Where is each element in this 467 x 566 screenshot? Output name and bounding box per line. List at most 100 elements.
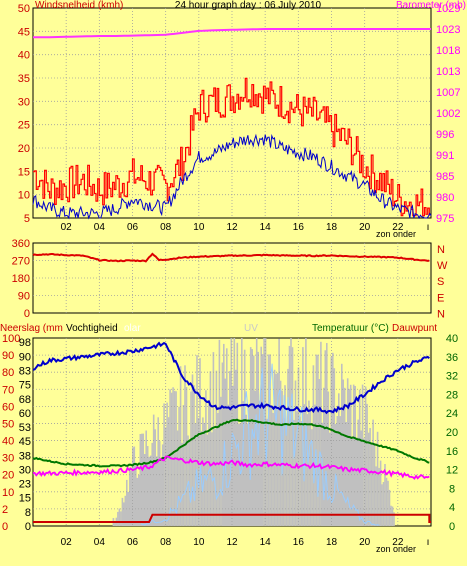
solar-bar xyxy=(130,470,133,526)
x-tick-label: 08 xyxy=(160,537,172,548)
solar-bar xyxy=(369,428,371,526)
solar-bar xyxy=(220,396,222,526)
x-end-tick: ı xyxy=(427,222,430,233)
solar-bar xyxy=(132,447,134,526)
humidity-tick-label: 90 xyxy=(19,351,31,363)
solar-bar xyxy=(160,460,162,526)
x-tick-label: 20 xyxy=(359,222,371,233)
solar-bar xyxy=(355,437,358,526)
solar-bar xyxy=(333,368,336,526)
x-tick-label: 18 xyxy=(326,537,338,548)
solar-bar xyxy=(261,354,264,526)
wind-tick-label: 20 xyxy=(18,143,30,155)
solar-bar xyxy=(263,338,265,526)
solar-series xyxy=(112,338,395,526)
solar-bar xyxy=(245,414,247,526)
x-tick-label: 16 xyxy=(293,222,305,233)
solar-bar xyxy=(306,414,309,526)
x-tick-label: 10 xyxy=(193,537,205,548)
solar-bar xyxy=(288,345,291,526)
solar-bar xyxy=(375,466,377,526)
solar-bar xyxy=(136,477,139,526)
solar-bar xyxy=(167,417,170,526)
solar-bar xyxy=(249,347,252,526)
temperature-tick-label: 40 xyxy=(446,333,458,345)
x-tick-label: 16 xyxy=(293,537,305,548)
solar-bar xyxy=(229,371,231,526)
barometer-tick-label: 1023 xyxy=(436,24,460,36)
solar-bar xyxy=(358,389,361,526)
solar-bar xyxy=(157,417,159,526)
rain-tick-label: 80 xyxy=(2,367,14,379)
solar-bar xyxy=(376,431,379,526)
x-tick-label: 10 xyxy=(193,222,205,233)
solar-bar xyxy=(236,342,239,526)
solar-bar xyxy=(343,387,346,526)
solar-bar xyxy=(141,433,143,526)
solar-bar xyxy=(145,430,147,526)
solar-bar xyxy=(127,491,130,526)
solar-bar xyxy=(120,511,122,526)
rain-tick-label: 100 xyxy=(2,333,20,345)
temperature-tick-label: 36 xyxy=(446,352,458,364)
solar-bar xyxy=(149,455,152,526)
solar-bar xyxy=(291,347,294,526)
solar-bar xyxy=(312,365,315,526)
x-tick-label: 14 xyxy=(260,222,272,233)
compass-label: S xyxy=(437,276,444,288)
solar-bar xyxy=(284,385,286,526)
solar-bar xyxy=(123,502,125,526)
x-tick-label: 22 xyxy=(392,537,404,548)
humidity-tick-label: 38 xyxy=(19,450,31,462)
direction-tick-label: 90 xyxy=(18,291,30,303)
wind-average-line xyxy=(32,133,432,220)
solar-bar xyxy=(188,440,191,526)
solar-bar xyxy=(332,352,334,526)
solar-bar xyxy=(282,418,285,526)
solar-bar xyxy=(366,403,368,526)
solar-bar xyxy=(339,416,342,526)
solar-bar xyxy=(241,338,243,526)
solar-bar xyxy=(238,423,240,526)
temperature-line xyxy=(32,418,430,468)
solar-bar xyxy=(163,403,165,526)
solar-bar xyxy=(385,477,388,526)
x-tick-label: 06 xyxy=(127,537,139,548)
barometer-tick-label: 1029 xyxy=(436,3,460,15)
solar-bar xyxy=(393,512,395,526)
solar-bar xyxy=(367,432,370,526)
solar-bar xyxy=(275,374,277,526)
solar-bar xyxy=(223,343,225,526)
solar-bar xyxy=(264,338,267,526)
solar-bar xyxy=(342,379,344,526)
solar-bar xyxy=(345,422,347,526)
wind-tick-label: 5 xyxy=(24,213,30,225)
solar-bar xyxy=(146,446,149,526)
solar-bar xyxy=(373,443,376,526)
solar-bar xyxy=(233,338,236,526)
solar-bar xyxy=(354,386,356,526)
barometer-tick-label: 991 xyxy=(436,150,454,162)
solar-bar xyxy=(209,371,212,526)
humidity-tick-label: 23 xyxy=(19,479,31,491)
solar-bar xyxy=(258,400,261,526)
solar-bar xyxy=(349,384,352,526)
solar-bar xyxy=(381,484,383,526)
solar-bar xyxy=(338,393,340,526)
solar-bar xyxy=(257,351,259,526)
uv-line xyxy=(140,363,380,526)
rain-tick-label: 2 xyxy=(2,504,8,516)
solar-bar xyxy=(142,433,144,526)
solar-bar xyxy=(151,442,153,526)
solar-bar xyxy=(124,495,127,526)
solar-bar xyxy=(246,423,249,526)
solar-bar xyxy=(273,369,276,526)
rain-tick-label: 60 xyxy=(2,401,14,413)
solar-bar xyxy=(202,417,204,526)
x-end-tick: ı xyxy=(427,537,430,548)
solar-bar xyxy=(166,402,168,526)
solar-bar xyxy=(138,474,140,526)
solar-bar xyxy=(126,479,128,526)
uv-axis-label: UV xyxy=(244,323,258,334)
